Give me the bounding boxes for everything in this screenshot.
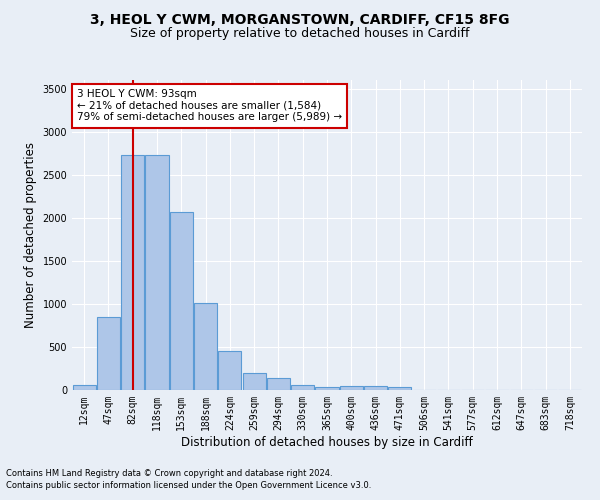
Bar bbox=[364, 386, 387, 390]
X-axis label: Distribution of detached houses by size in Cardiff: Distribution of detached houses by size … bbox=[181, 436, 473, 448]
Bar bbox=[121, 155, 144, 390]
Bar bbox=[194, 303, 217, 390]
Text: Contains HM Land Registry data © Crown copyright and database right 2024.: Contains HM Land Registry data © Crown c… bbox=[6, 468, 332, 477]
Text: Size of property relative to detached houses in Cardiff: Size of property relative to detached ho… bbox=[130, 28, 470, 40]
Text: 3 HEOL Y CWM: 93sqm
← 21% of detached houses are smaller (1,584)
79% of semi-det: 3 HEOL Y CWM: 93sqm ← 21% of detached ho… bbox=[77, 90, 342, 122]
Y-axis label: Number of detached properties: Number of detached properties bbox=[24, 142, 37, 328]
Bar bbox=[291, 385, 314, 390]
Bar bbox=[388, 388, 412, 390]
Text: 3, HEOL Y CWM, MORGANSTOWN, CARDIFF, CF15 8FG: 3, HEOL Y CWM, MORGANSTOWN, CARDIFF, CF1… bbox=[90, 12, 510, 26]
Bar bbox=[340, 386, 363, 390]
Text: Contains public sector information licensed under the Open Government Licence v3: Contains public sector information licen… bbox=[6, 481, 371, 490]
Bar bbox=[267, 378, 290, 390]
Bar bbox=[218, 351, 241, 390]
Bar bbox=[170, 212, 193, 390]
Bar bbox=[73, 385, 95, 390]
Bar bbox=[97, 317, 120, 390]
Bar bbox=[316, 388, 338, 390]
Bar bbox=[145, 155, 169, 390]
Bar bbox=[242, 373, 266, 390]
